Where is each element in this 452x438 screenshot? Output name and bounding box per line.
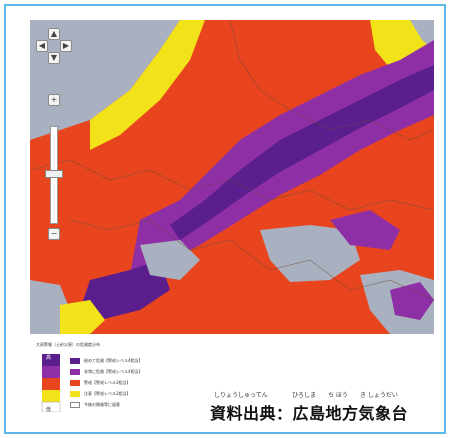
boundary-line	[69, 219, 434, 301]
legend-swatch	[70, 401, 80, 408]
extreme-risk-area	[80, 260, 170, 320]
furigana-hiroshima: ひろしま	[292, 392, 317, 399]
no-data-area	[410, 20, 434, 50]
legend-swatch	[70, 357, 80, 364]
risk-map-canvas	[30, 20, 434, 334]
map-legend: 大雨警報（土砂災害）の危険度分布 高 低 極めて危険【警戒レベル4相当】 非常に…	[30, 340, 202, 426]
extreme-risk-core	[170, 65, 434, 240]
legend-label: 極めて危険【警戒レベル4相当】	[84, 357, 143, 363]
zoom-in-button[interactable]: +	[48, 94, 60, 106]
caution-area	[90, 20, 205, 150]
pan-right-button[interactable]: ▶	[60, 40, 72, 52]
pan-left-button[interactable]: ◀	[36, 40, 48, 52]
furigana-chihou: ち ほう	[328, 392, 348, 399]
legend-label: 非常に危険【警戒レベル4相当】	[84, 368, 143, 374]
risk-scale-icon	[41, 354, 61, 412]
boundary-line	[229, 20, 434, 141]
legend-title: 大雨警報（土砂災害）の危険度分布	[36, 342, 100, 347]
very-high-risk-area	[390, 282, 434, 320]
scale-top-label: 高	[46, 355, 52, 361]
zoom-out-button[interactable]: −	[48, 228, 60, 240]
pan-up-button[interactable]: ▲	[48, 28, 60, 40]
legend-swatch	[70, 368, 80, 375]
very-high-risk-area	[330, 210, 400, 250]
legend-swatch	[70, 390, 80, 397]
source-credit: 資料出典：広島地方気象台	[210, 404, 409, 423]
legend-item: 非常に危険【警戒レベル4相当】	[70, 367, 143, 376]
caution-area	[60, 300, 105, 334]
no-data-area	[140, 240, 200, 280]
furigana-shiryou: しりょうしゅってん	[214, 392, 268, 399]
boundary-line	[30, 159, 434, 211]
legend-swatch	[70, 379, 80, 386]
figure-frame: ▲ ◀ ▶ ▼ + − 大雨警報（土砂災害）の危険度分布 高 低 極めて危険【警…	[4, 4, 446, 434]
scale-bottom-label: 低	[46, 407, 52, 413]
legend-item: 注意【警戒レベル2相当】	[70, 389, 131, 398]
legend-item: 極めて危険【警戒レベル4相当】	[70, 356, 143, 365]
furigana-kishou: き しょうだい	[360, 392, 398, 399]
zoom-slider-thumb[interactable]	[45, 170, 63, 178]
legend-item: 警戒【警戒レベル3相当】	[70, 378, 131, 387]
legend-label: 警戒【警戒レベル3相当】	[84, 379, 131, 385]
legend-label: 注意【警戒レベル2相当】	[84, 390, 131, 396]
no-data-area	[260, 225, 360, 282]
legend-label: 今後の情報等に留意	[84, 401, 120, 407]
legend-item: 今後の情報等に留意	[70, 400, 120, 409]
pan-down-button[interactable]: ▼	[48, 52, 60, 64]
risk-map[interactable]: ▲ ◀ ▶ ▼ + −	[30, 20, 434, 334]
